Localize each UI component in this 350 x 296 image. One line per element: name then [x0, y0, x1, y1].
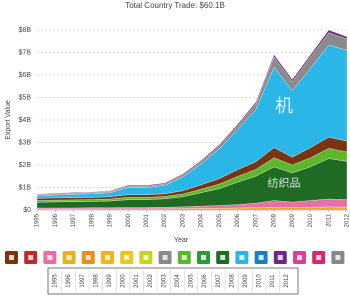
- timeline-year[interactable]: 2012: [284, 274, 290, 288]
- icon-glyph: [143, 255, 149, 260]
- timeline-year[interactable]: 2010: [257, 274, 263, 288]
- icon-glyph: [258, 255, 264, 260]
- y-axis-label: Export Value: [5, 100, 12, 140]
- icon-glyph: [66, 255, 72, 260]
- timeline-year[interactable]: 2006: [202, 274, 208, 288]
- timeline-year[interactable]: 2005: [189, 274, 195, 288]
- x-tick-label: 2002: [162, 213, 168, 227]
- y-tick-label: $4B: [19, 117, 32, 124]
- icon-glyph: [201, 255, 206, 260]
- icon-glyph: [316, 255, 322, 260]
- y-tick-label: $8B: [19, 27, 32, 34]
- x-tick-label: 1997: [71, 213, 77, 227]
- timeline-year[interactable]: 1998: [93, 274, 99, 288]
- icon-glyph: [220, 255, 226, 260]
- timeline-year[interactable]: 2009: [243, 274, 249, 288]
- x-tick-label: 2011: [326, 213, 332, 227]
- y-tick-label: $2B: [19, 162, 32, 169]
- icon-glyph: [9, 255, 14, 260]
- x-tick-label: 2000: [126, 213, 132, 227]
- x-tick-label: 1999: [108, 213, 114, 227]
- icon-glyph: [297, 255, 302, 260]
- x-tick-label: 1996: [53, 213, 59, 227]
- y-tick-label: $7B: [19, 49, 32, 56]
- timeline-year[interactable]: 1999: [107, 274, 113, 288]
- x-tick-label: 1998: [89, 213, 95, 227]
- timeline-year[interactable]: 2000: [121, 274, 127, 288]
- y-tick-label: $0: [23, 207, 31, 214]
- x-tick-label: 2007: [253, 213, 259, 227]
- icon-glyph: [335, 255, 341, 260]
- timeline-year[interactable]: 2001: [134, 274, 140, 288]
- area-label: 纺织品: [268, 176, 301, 190]
- icon-glyph: [47, 255, 53, 260]
- y-tick-label: $5B: [19, 94, 32, 101]
- x-tick-label: 2006: [235, 213, 241, 227]
- x-tick-label: 1995: [35, 213, 41, 227]
- timeline-year[interactable]: 2002: [148, 274, 154, 288]
- x-tick-label: 2005: [217, 213, 223, 227]
- y-tick-label: $3B: [19, 139, 32, 146]
- timeline-year[interactable]: 1996: [66, 274, 72, 288]
- timeline-year[interactable]: 2008: [229, 274, 235, 288]
- icon-glyph: [181, 255, 187, 260]
- x-tick-label: 2012: [345, 213, 350, 227]
- timeline-box: [47, 267, 299, 295]
- x-tick-label: 2001: [144, 213, 150, 227]
- area: [36, 29, 348, 196]
- x-tick-label: 2003: [180, 213, 186, 227]
- x-tick-label: 2009: [290, 213, 296, 227]
- timeline-year[interactable]: 2003: [161, 274, 167, 288]
- icon-glyph: [105, 255, 110, 260]
- icon-glyph: [239, 255, 245, 260]
- icon-glyph: [124, 255, 130, 260]
- x-tick-label: 2008: [272, 213, 278, 227]
- x-tick-label: 2004: [199, 213, 205, 227]
- timeline-year[interactable]: 2004: [175, 274, 181, 288]
- x-tick-label: 2010: [308, 213, 314, 227]
- icon-glyph: [162, 255, 168, 260]
- timeline-year[interactable]: 2011: [270, 274, 276, 288]
- y-tick-label: $1B: [19, 184, 32, 191]
- icon-glyph: [85, 255, 91, 260]
- chart-title: Total Country Trade: $60.1B: [125, 1, 225, 10]
- y-tick-label: $6B: [19, 72, 32, 79]
- timeline-year[interactable]: 1995: [53, 274, 59, 288]
- timeline-year[interactable]: 2007: [216, 274, 222, 288]
- timeline-year[interactable]: 1997: [80, 274, 86, 288]
- icon-glyph: [277, 255, 283, 260]
- x-axis-label: Year: [174, 237, 189, 244]
- area-label: 机: [275, 96, 293, 116]
- icon-glyph: [28, 255, 34, 260]
